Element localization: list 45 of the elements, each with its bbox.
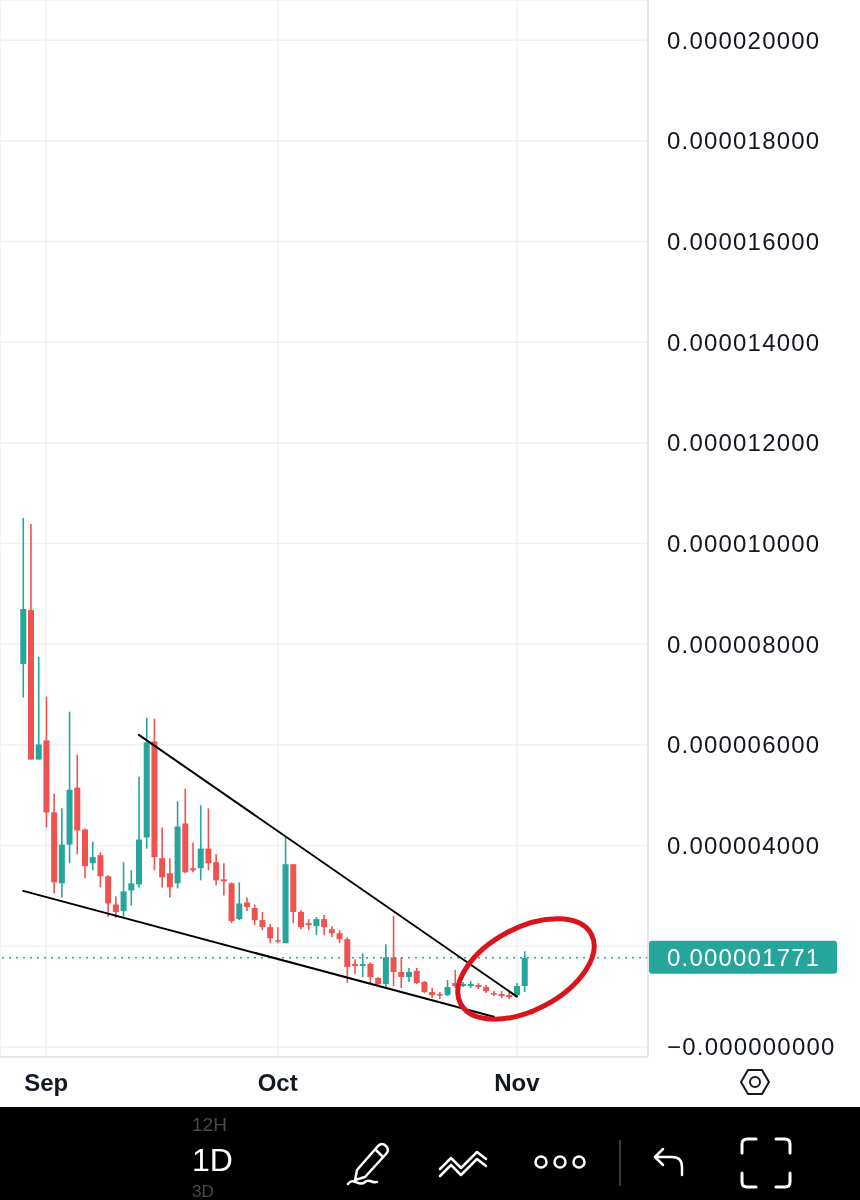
candlestick — [298, 909, 304, 930]
candlestick — [166, 857, 173, 899]
candlestick — [213, 853, 220, 887]
y-tick-label: 0.000020000 — [667, 26, 821, 54]
y-tick-label: 0.000014000 — [667, 328, 821, 356]
candlestick — [197, 804, 204, 882]
candlestick — [112, 895, 119, 919]
candlestick — [259, 911, 266, 931]
y-tick-label: 0.000008000 — [667, 630, 821, 658]
candlestick — [159, 826, 166, 889]
y-tick-label: 0.000018000 — [667, 127, 821, 155]
x-tick-label: Oct — [257, 1068, 298, 1096]
y-tick-label: 0.000012000 — [667, 429, 821, 457]
candlestick — [220, 862, 227, 897]
candlestick — [274, 926, 281, 945]
candlestick — [313, 916, 320, 936]
candlestick — [398, 956, 405, 989]
candlestick — [128, 869, 135, 907]
candlestick — [367, 961, 374, 984]
y-tick-label: 0.000010000 — [667, 530, 821, 558]
x-tick-label: Sep — [24, 1068, 69, 1096]
text: 1D — [192, 1142, 233, 1178]
text: 3D — [192, 1181, 214, 1200]
candlestick — [251, 903, 258, 926]
candlestick — [321, 914, 328, 936]
candlestick — [97, 851, 104, 889]
candlestick — [120, 861, 127, 918]
text: 12H — [192, 1113, 227, 1135]
candlestick — [89, 840, 96, 872]
candlestick — [190, 841, 196, 874]
candlestick — [467, 980, 474, 989]
candlestick — [236, 881, 243, 921]
candlestick — [390, 915, 397, 987]
candlestick — [35, 656, 42, 761]
candlestick — [267, 923, 274, 945]
candlestick — [205, 807, 212, 872]
ref-line-label: 0.000001771 — [667, 944, 821, 972]
y-tick-label: −0.000000000 — [667, 1033, 836, 1061]
y-tick-label: 0.000004000 — [667, 832, 821, 860]
x-tick-label: Nov — [494, 1068, 541, 1096]
y-tick-label: 0.000006000 — [667, 731, 821, 759]
candlestick — [436, 991, 443, 1000]
candlestick — [352, 958, 358, 975]
candlestick — [305, 918, 312, 931]
y-tick-label: 0.000016000 — [667, 228, 821, 256]
